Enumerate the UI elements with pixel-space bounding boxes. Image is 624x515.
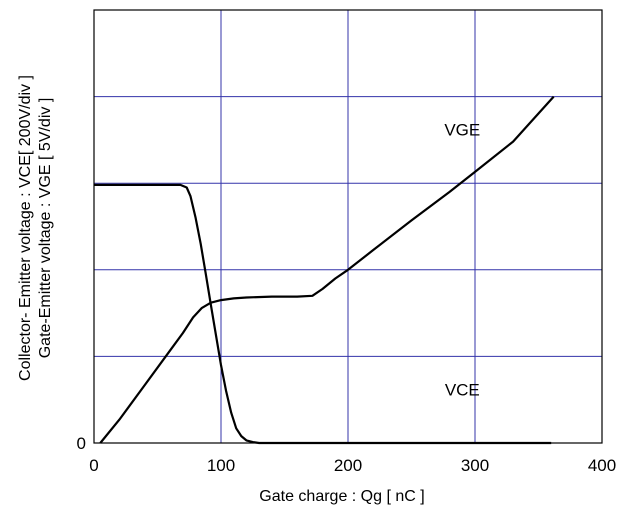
y-axis-label-vce: Collector- Emitter voltage : VCE[ 200V/d… [17,75,34,381]
y-tick-label-0: 0 [77,434,86,453]
series-line-vge [99,95,555,444]
annotation-vce: VCE [445,380,480,399]
annotation-vge: VGE [444,121,480,140]
tick-labels: 0 100 200 300 400 0 [77,434,617,475]
annotations: VGE VCE [444,121,480,400]
x-axis-label: Gate charge : Qg [ nC ] [259,488,424,505]
x-tick-label-200: 200 [334,456,362,475]
series-lines [94,95,555,445]
x-tick-label-100: 100 [207,456,235,475]
series-line-vce [94,183,552,445]
x-tick-label-400: 400 [588,456,616,475]
grid-lines [94,10,602,443]
y-axis-label-vge: Gate-Emitter voltage : VGE [ 5V/div ] [37,98,54,359]
x-tick-label-0: 0 [89,456,98,475]
x-tick-label-300: 300 [461,456,489,475]
